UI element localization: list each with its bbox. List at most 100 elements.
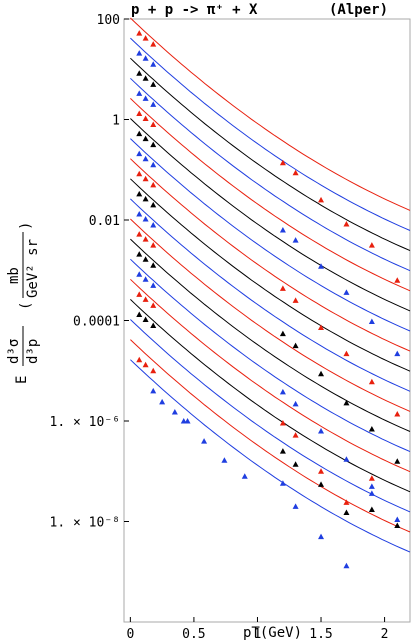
data-point (292, 169, 299, 176)
data-point (136, 150, 143, 157)
data-point (241, 473, 248, 479)
y-axis-title-unit-numerator: mb (6, 267, 22, 284)
model-curve (130, 299, 411, 493)
data-point (318, 196, 325, 203)
data-point (136, 251, 143, 257)
chart-annotation: (Alper) (329, 2, 388, 18)
y-tick-label: 100 (97, 13, 120, 28)
data-point (136, 170, 143, 177)
data-point (150, 81, 157, 87)
x-tick-label: 1.5 (309, 627, 332, 641)
data-point (142, 361, 149, 368)
data-point (292, 503, 299, 509)
data-point (343, 456, 350, 462)
data-point (292, 342, 299, 349)
data-point (279, 330, 286, 337)
data-point (150, 161, 157, 168)
data-point (136, 130, 143, 137)
data-point (150, 121, 157, 128)
model-curve (130, 118, 411, 312)
data-point (292, 237, 299, 243)
model-curve (130, 77, 411, 272)
data-point (136, 311, 143, 317)
y-tick-label: 1. × 10⁻⁸ (50, 516, 120, 531)
data-point (343, 509, 350, 515)
data-point (150, 302, 157, 308)
data-point (318, 481, 325, 487)
data-point (159, 398, 166, 405)
data-point (343, 562, 350, 569)
model-curve (130, 158, 411, 352)
data-point (150, 242, 157, 248)
data-point (142, 195, 149, 202)
data-point (150, 367, 157, 374)
data-point (368, 318, 375, 325)
data-point (150, 322, 157, 329)
y-tick-label: 0.01 (89, 214, 120, 229)
model-curve (130, 37, 411, 231)
data-point (136, 190, 143, 197)
model-curve (130, 98, 411, 292)
data-point (150, 387, 157, 394)
data-point (318, 324, 325, 331)
y-axis-title-prefix: E (14, 376, 30, 384)
data-point (142, 135, 149, 142)
data-point (279, 159, 286, 166)
data-point (136, 50, 143, 56)
data-point (136, 291, 143, 297)
data-point (343, 499, 350, 505)
data-point (142, 316, 149, 322)
data-point (150, 141, 157, 148)
x-tick-label: 2 (381, 627, 389, 641)
x-tick-label: 0 (126, 627, 134, 641)
data-point (394, 277, 401, 283)
model-curve (130, 339, 411, 533)
data-point (142, 276, 149, 282)
chart-title: p + p -> π⁺ + X (131, 2, 258, 18)
data-point (318, 370, 325, 377)
model-curve (130, 238, 411, 432)
model-curve (130, 319, 411, 513)
data-point (150, 181, 157, 188)
data-point (279, 227, 286, 233)
data-point (394, 350, 401, 357)
data-point (394, 522, 401, 529)
data-markers (136, 30, 401, 569)
data-point (142, 55, 149, 61)
data-point (150, 262, 157, 268)
data-point (184, 418, 191, 424)
data-point (150, 282, 157, 288)
data-point (150, 201, 157, 208)
data-point (171, 408, 178, 415)
data-point (142, 115, 149, 121)
y-tick-label: 1 (112, 114, 120, 129)
data-point (136, 210, 143, 217)
model-curve (130, 218, 411, 412)
model-curve (130, 258, 411, 453)
data-point (142, 35, 149, 41)
data-point (318, 533, 325, 540)
data-point (142, 75, 149, 81)
data-point (279, 480, 286, 486)
data-point (292, 461, 299, 467)
data-point (368, 426, 375, 432)
data-point (343, 221, 350, 227)
data-point (142, 256, 149, 262)
data-point (180, 418, 187, 424)
model-curve (130, 198, 411, 392)
data-point (368, 490, 375, 496)
model-curve (130, 17, 411, 211)
data-point (136, 90, 143, 96)
model-curve (130, 278, 411, 473)
data-point (221, 457, 228, 463)
data-point (368, 506, 375, 512)
data-point (201, 438, 208, 444)
y-tick-label: 0.0001 (73, 315, 120, 330)
data-point (150, 101, 157, 107)
data-point (142, 155, 149, 162)
data-point (150, 222, 157, 228)
data-point (279, 388, 286, 395)
model-curve (130, 359, 411, 553)
model-curve (130, 138, 411, 332)
